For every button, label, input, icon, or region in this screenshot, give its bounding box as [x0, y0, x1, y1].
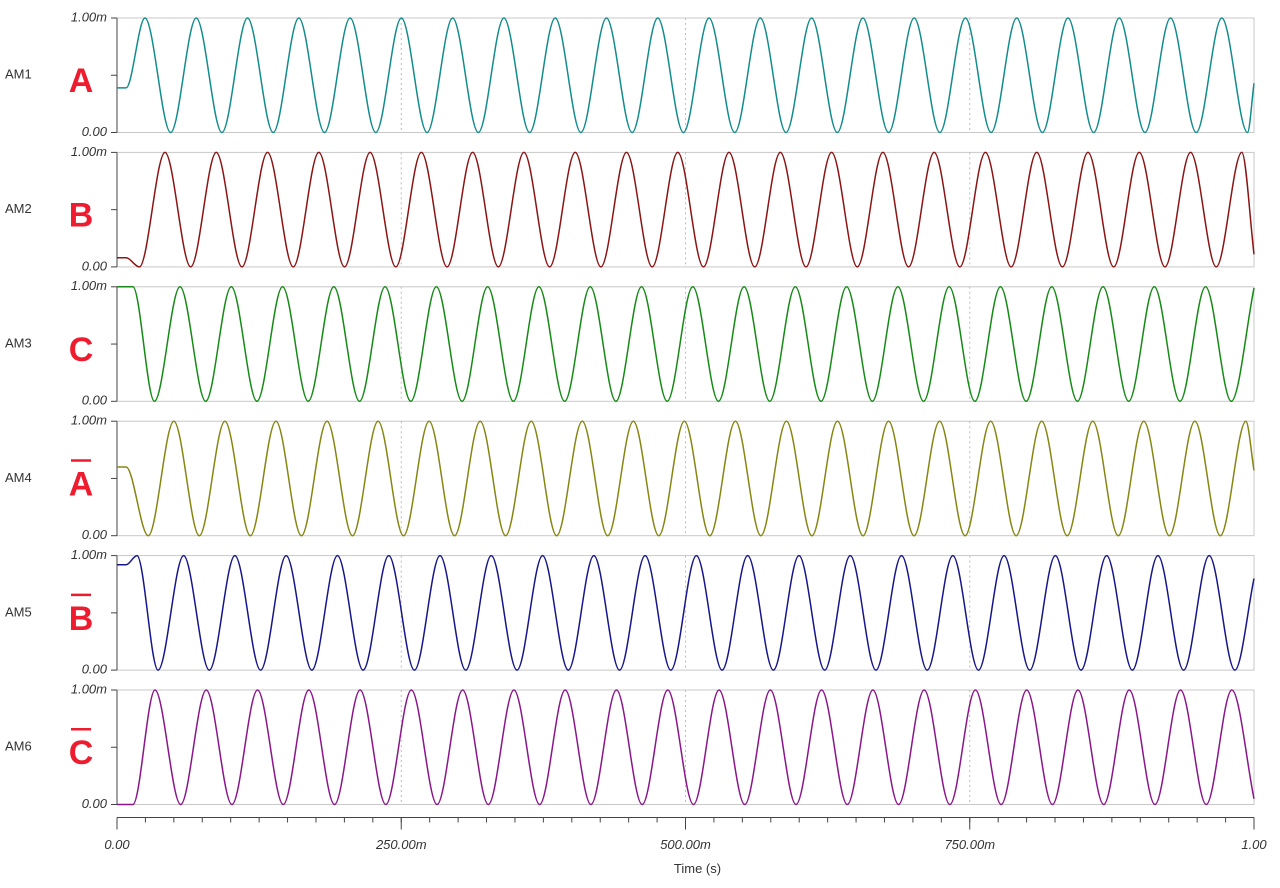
y-tick-label: 0.00	[82, 527, 108, 542]
plot-frame	[116, 17, 1255, 133]
waveform	[117, 554, 1255, 671]
waveform	[117, 286, 1255, 403]
y-tick-label: 0.00	[82, 796, 108, 811]
series-name: AM3	[5, 335, 32, 350]
waveform	[116, 420, 1255, 537]
signal-label: A	[69, 465, 94, 503]
y-tick-label: 1.00m	[71, 278, 107, 293]
y-tick-label: 1.00m	[71, 9, 107, 24]
x-tick-label: 750.00m	[944, 837, 995, 852]
y-tick-label: 1.00m	[71, 144, 107, 159]
signal-label: C	[69, 734, 94, 772]
y-tick-label: 1.00m	[71, 413, 107, 428]
y-tick-label: 0.00	[82, 393, 108, 408]
y-tick-label: 0.00	[82, 258, 108, 273]
signal-label: B	[69, 197, 94, 235]
y-tick-label: 1.00m	[71, 547, 107, 562]
signal-label: B	[69, 600, 94, 638]
x-tick-label: 500.00m	[660, 837, 711, 852]
x-tick-label: 1.00	[1241, 837, 1267, 852]
series-name: AM5	[5, 604, 32, 619]
series-name: AM1	[5, 67, 32, 82]
plot-frame	[116, 420, 1255, 537]
signal-label: C	[69, 331, 94, 369]
signal-label: A	[69, 62, 94, 100]
series-name: AM6	[5, 739, 32, 754]
series-name: AM2	[5, 201, 32, 216]
x-tick-label: 250.00m	[375, 837, 427, 852]
waveform	[117, 151, 1255, 268]
waveform	[116, 17, 1255, 134]
y-tick-label: 1.00m	[71, 681, 107, 696]
x-axis-title: Time (s)	[674, 861, 721, 876]
series-name: AM4	[5, 470, 32, 485]
plot-frame	[116, 555, 1255, 671]
y-tick-label: 0.00	[82, 124, 108, 139]
x-tick-label: 0.00	[104, 837, 130, 852]
waveform	[117, 689, 1255, 806]
y-tick-label: 0.00	[82, 662, 108, 677]
